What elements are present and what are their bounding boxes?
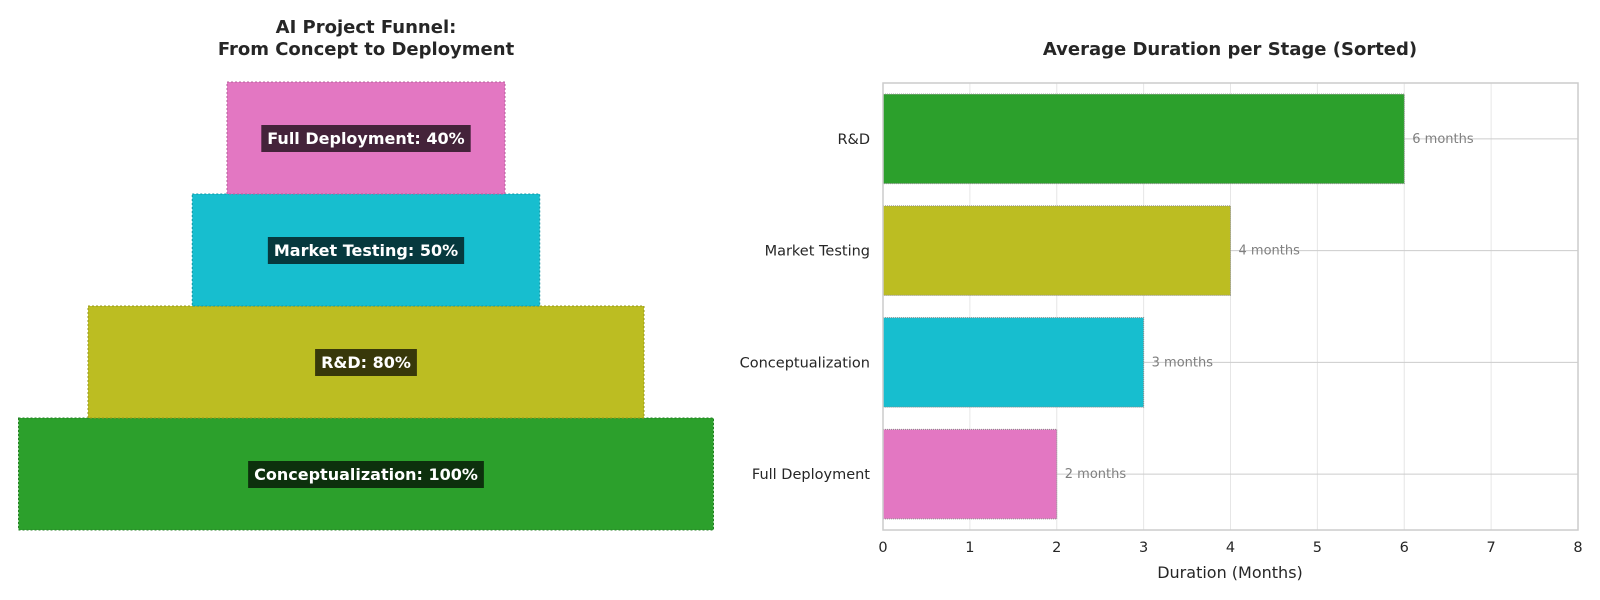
funnel-stage-label-full-deployment: Full Deployment: 40% [267, 129, 464, 148]
funnel-stage-label-conceptualization: Conceptualization: 100% [254, 465, 478, 484]
duration-bar-chart: Average Duration per Stage (Sorted) R&D M… [740, 39, 1583, 582]
x-tick-label: 3 [1139, 540, 1148, 556]
funnel-stage-label-bg-r-d [315, 349, 417, 376]
value-label-r-d: 6 months [1412, 132, 1474, 147]
category-labels: R&D Market Testing Conceptualization Full D… [740, 132, 871, 483]
bar-market-testing [882, 205, 1231, 296]
bar-full-deployment [882, 428, 1058, 520]
bar-chart-title: Average Duration per Stage (Sorted) [1043, 39, 1417, 60]
category-label-conceptualization: Conceptualization [740, 355, 870, 371]
x-tick-label: 4 [1226, 540, 1235, 556]
value-labels: 6 months 4 months 3 months 2 months [1065, 132, 1474, 482]
funnel-stage-label-r-d: R&D: 80% [321, 353, 411, 372]
value-label-market-testing: 4 months [1239, 244, 1301, 259]
category-label-r-d: R&D [837, 132, 870, 148]
value-label-conceptualization: 3 months [1152, 355, 1214, 370]
funnel-stages: Conceptualization: 100% R&D: 80% Market Te… [18, 81, 714, 531]
x-tick-labels: 0 1 2 3 4 5 6 7 8 [878, 540, 1582, 556]
x-tick-label: 8 [1573, 540, 1582, 556]
funnel-stage-label-bg-market-testing [267, 237, 465, 264]
funnel-stage-label-market-testing: Market Testing: 50% [274, 241, 458, 260]
category-label-market-testing: Market Testing [765, 244, 870, 260]
bar-conceptualization [882, 317, 1145, 408]
bars [882, 93, 1405, 520]
x-tick-label: 1 [965, 540, 974, 556]
x-tick-label: 2 [1052, 540, 1061, 556]
x-tick-label: 0 [878, 540, 887, 556]
x-axis-title: Duration (Months) [1157, 563, 1303, 582]
x-tick-label: 7 [1487, 540, 1496, 556]
bar-r-d [882, 93, 1405, 185]
funnel-chart: AI Project Funnel: From Concept to Deplo… [18, 17, 714, 531]
category-label-full-deployment: Full Deployment [752, 467, 870, 483]
x-tick-label: 5 [1313, 540, 1322, 556]
x-tick-label: 6 [1400, 540, 1409, 556]
funnel-title-line-2: From Concept to Deployment [218, 39, 515, 60]
funnel-title-line-1: AI Project Funnel: [276, 17, 457, 38]
funnel-stage-label-bg-conceptualization [248, 461, 484, 488]
plot-frame [882, 82, 1579, 531]
funnel-stage-label-bg-full-deployment [261, 125, 471, 152]
value-label-full-deployment: 2 months [1065, 467, 1127, 482]
